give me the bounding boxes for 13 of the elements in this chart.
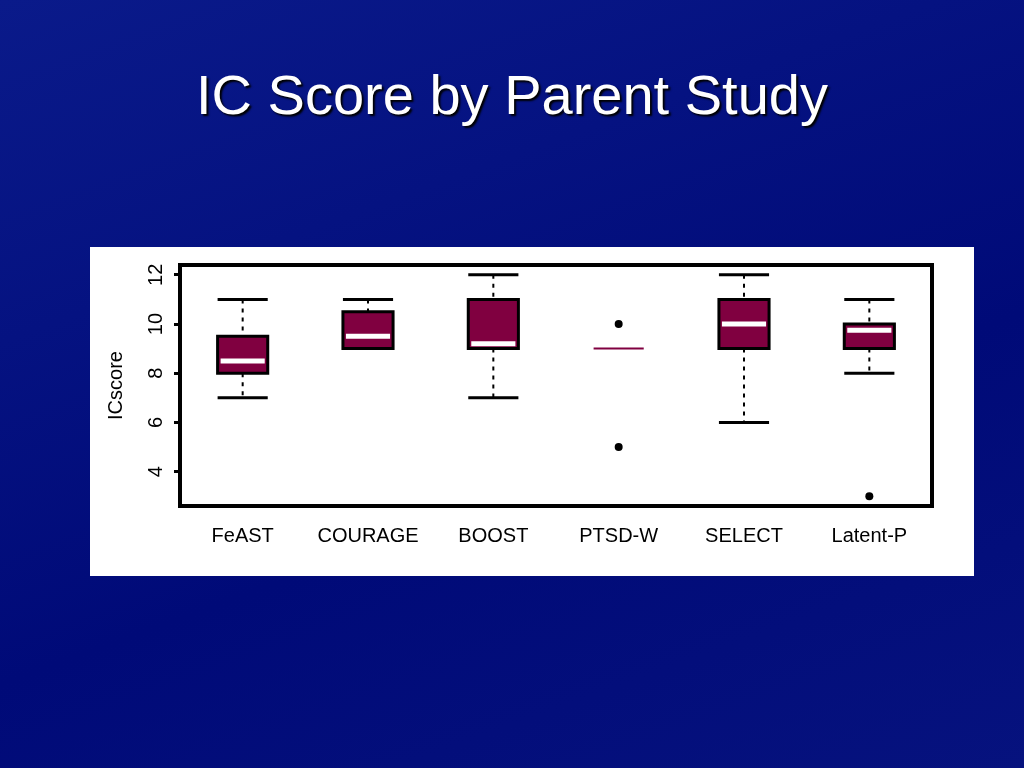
y-tick-label: 12 [143,263,166,286]
x-tick-label: BOOST [458,523,529,546]
y-tick-label: 6 [143,416,166,428]
y-axis-title: ICscore [103,351,126,420]
x-tick-label: PTSD-W [579,523,659,546]
x-tick-label: COURAGE [317,523,419,546]
chart-title: IC Score by Parent Study [195,62,829,127]
y-tick-label: 8 [143,367,166,379]
x-tick-label: Latent-P [831,523,908,546]
x-tick-label: FeAST [211,523,274,546]
y-tick-label: 4 [143,466,166,478]
y-tick-label: 10 [143,312,166,336]
x-tick-label: SELECT [705,523,783,546]
